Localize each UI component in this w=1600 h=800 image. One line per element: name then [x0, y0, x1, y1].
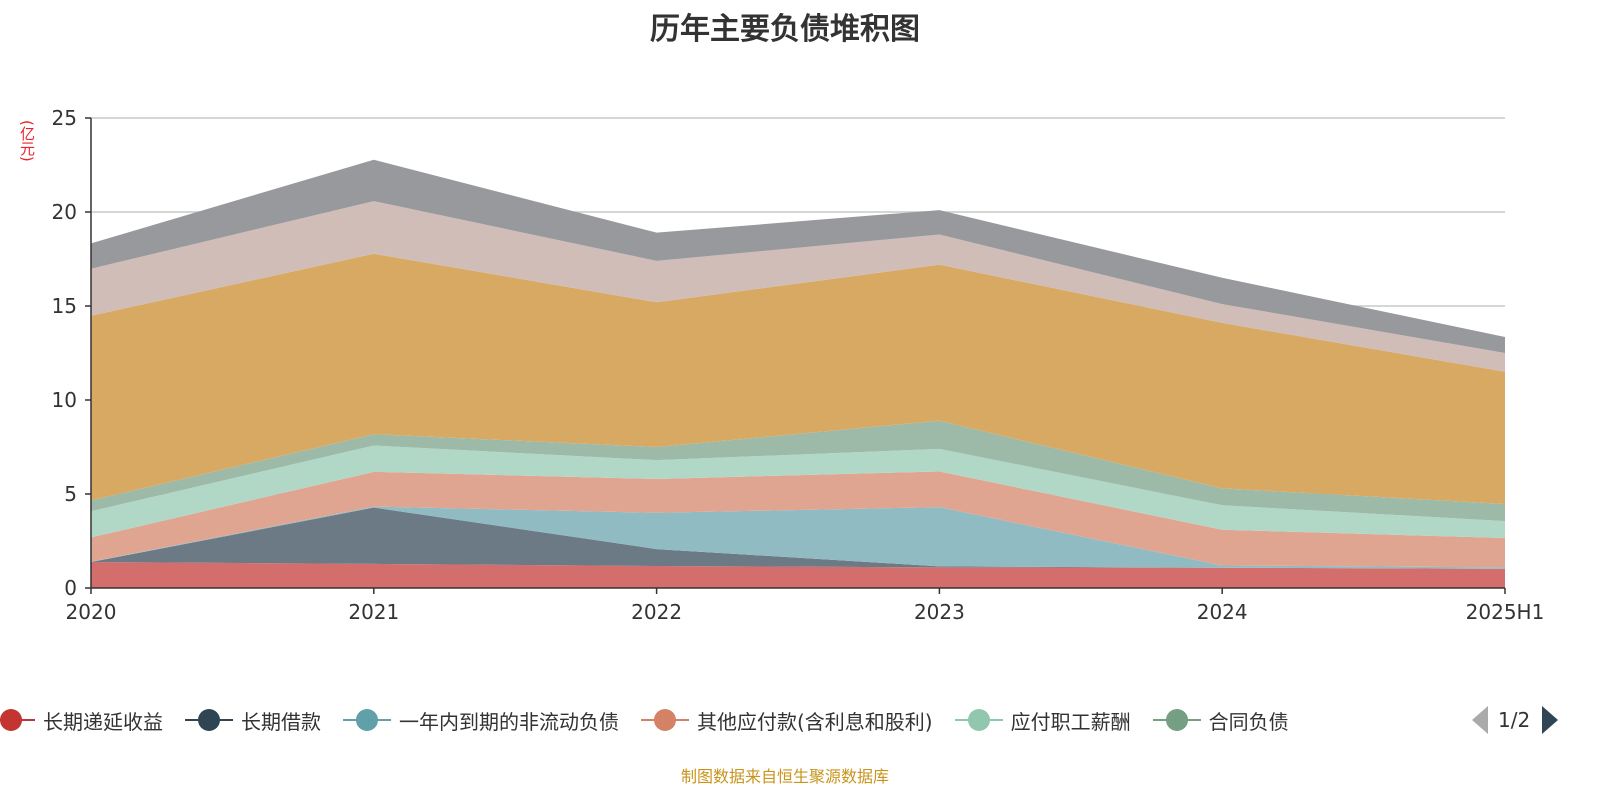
x-tick-label: 2025H1: [1466, 600, 1545, 624]
legend-item[interactable]: 一年内到期的非流动负债: [343, 706, 619, 735]
legend-marker-icon: [343, 708, 391, 732]
area-series-5: [91, 445, 1505, 538]
y-tick-label: 25: [52, 106, 77, 130]
x-tick-label: 2022: [631, 600, 682, 624]
legend-page-indicator: 1/2: [1498, 708, 1531, 732]
legend-prev-page-icon[interactable]: [1472, 706, 1488, 734]
axes: 0 5 10 15 20 25 2020 2021 2022 2023 2024 2025H1: [52, 106, 1545, 624]
legend-marker-icon: [185, 708, 233, 732]
area-series-3: [91, 506, 1505, 569]
y-tick-label: 0: [64, 576, 77, 600]
area-series-9: [91, 159, 1505, 353]
y-tick-label: 5: [64, 482, 77, 506]
y-tick-label: 20: [52, 200, 77, 224]
y-axis-unit-label: (亿元): [18, 120, 36, 162]
legend-next-page-icon[interactable]: [1542, 706, 1559, 734]
x-tick-label: 2024: [1197, 600, 1248, 624]
area-series: [91, 159, 1505, 588]
legend-marker-icon: [954, 708, 1003, 732]
legend-label: 其他应付款(含利息和股利): [697, 709, 933, 734]
stacked-area-chart: 0 5 10 15 20 25 2020 2021 2022 2023 2024 2025H1: [52, 106, 1545, 624]
legend-marker-icon: [641, 708, 689, 732]
area-series-7: [91, 253, 1505, 504]
legend-label: 长期递延收益: [43, 709, 163, 734]
legend-pager: 1/2: [1472, 704, 1559, 736]
y-tick-label: 15: [52, 294, 77, 318]
legend-item[interactable]: 应付职工薪酬: [954, 706, 1131, 735]
legend-marker-icon: [0, 708, 35, 732]
legend-item[interactable]: 合同负债: [1152, 706, 1289, 735]
y-tick-label: 10: [52, 388, 77, 412]
area-series-6: [91, 420, 1505, 522]
area-series-4: [91, 471, 1505, 568]
legend-item[interactable]: 长期借款: [185, 706, 321, 735]
legend-label: 一年内到期的非流动负债: [399, 709, 619, 734]
legend-label: 合同负债: [1208, 709, 1289, 734]
data-source-note: 制图数据来自恒生聚源数据库: [680, 767, 889, 786]
legend-marker-icon: [1152, 708, 1201, 732]
x-tick-label: 2021: [348, 600, 399, 624]
chart-title: 历年主要负债堆积图: [650, 12, 920, 47]
x-tick-label: 2020: [66, 600, 117, 624]
legend-label: 长期借款: [241, 709, 321, 734]
area-series-2: [91, 507, 1505, 569]
area-series-8: [91, 201, 1505, 372]
area-series-1: [91, 562, 1505, 588]
legend-item[interactable]: 其他应付款(含利息和股利): [641, 706, 933, 735]
legend-label: 应付职工薪酬: [1010, 709, 1131, 734]
legend: 长期递延收益 长期借款 一年内到期的非流动负债 其他应付款(含利息和股利) 应付职工薪酬…: [0, 704, 1457, 736]
x-tick-label: 2023: [914, 600, 965, 624]
legend-item[interactable]: 长期递延收益: [0, 706, 163, 735]
